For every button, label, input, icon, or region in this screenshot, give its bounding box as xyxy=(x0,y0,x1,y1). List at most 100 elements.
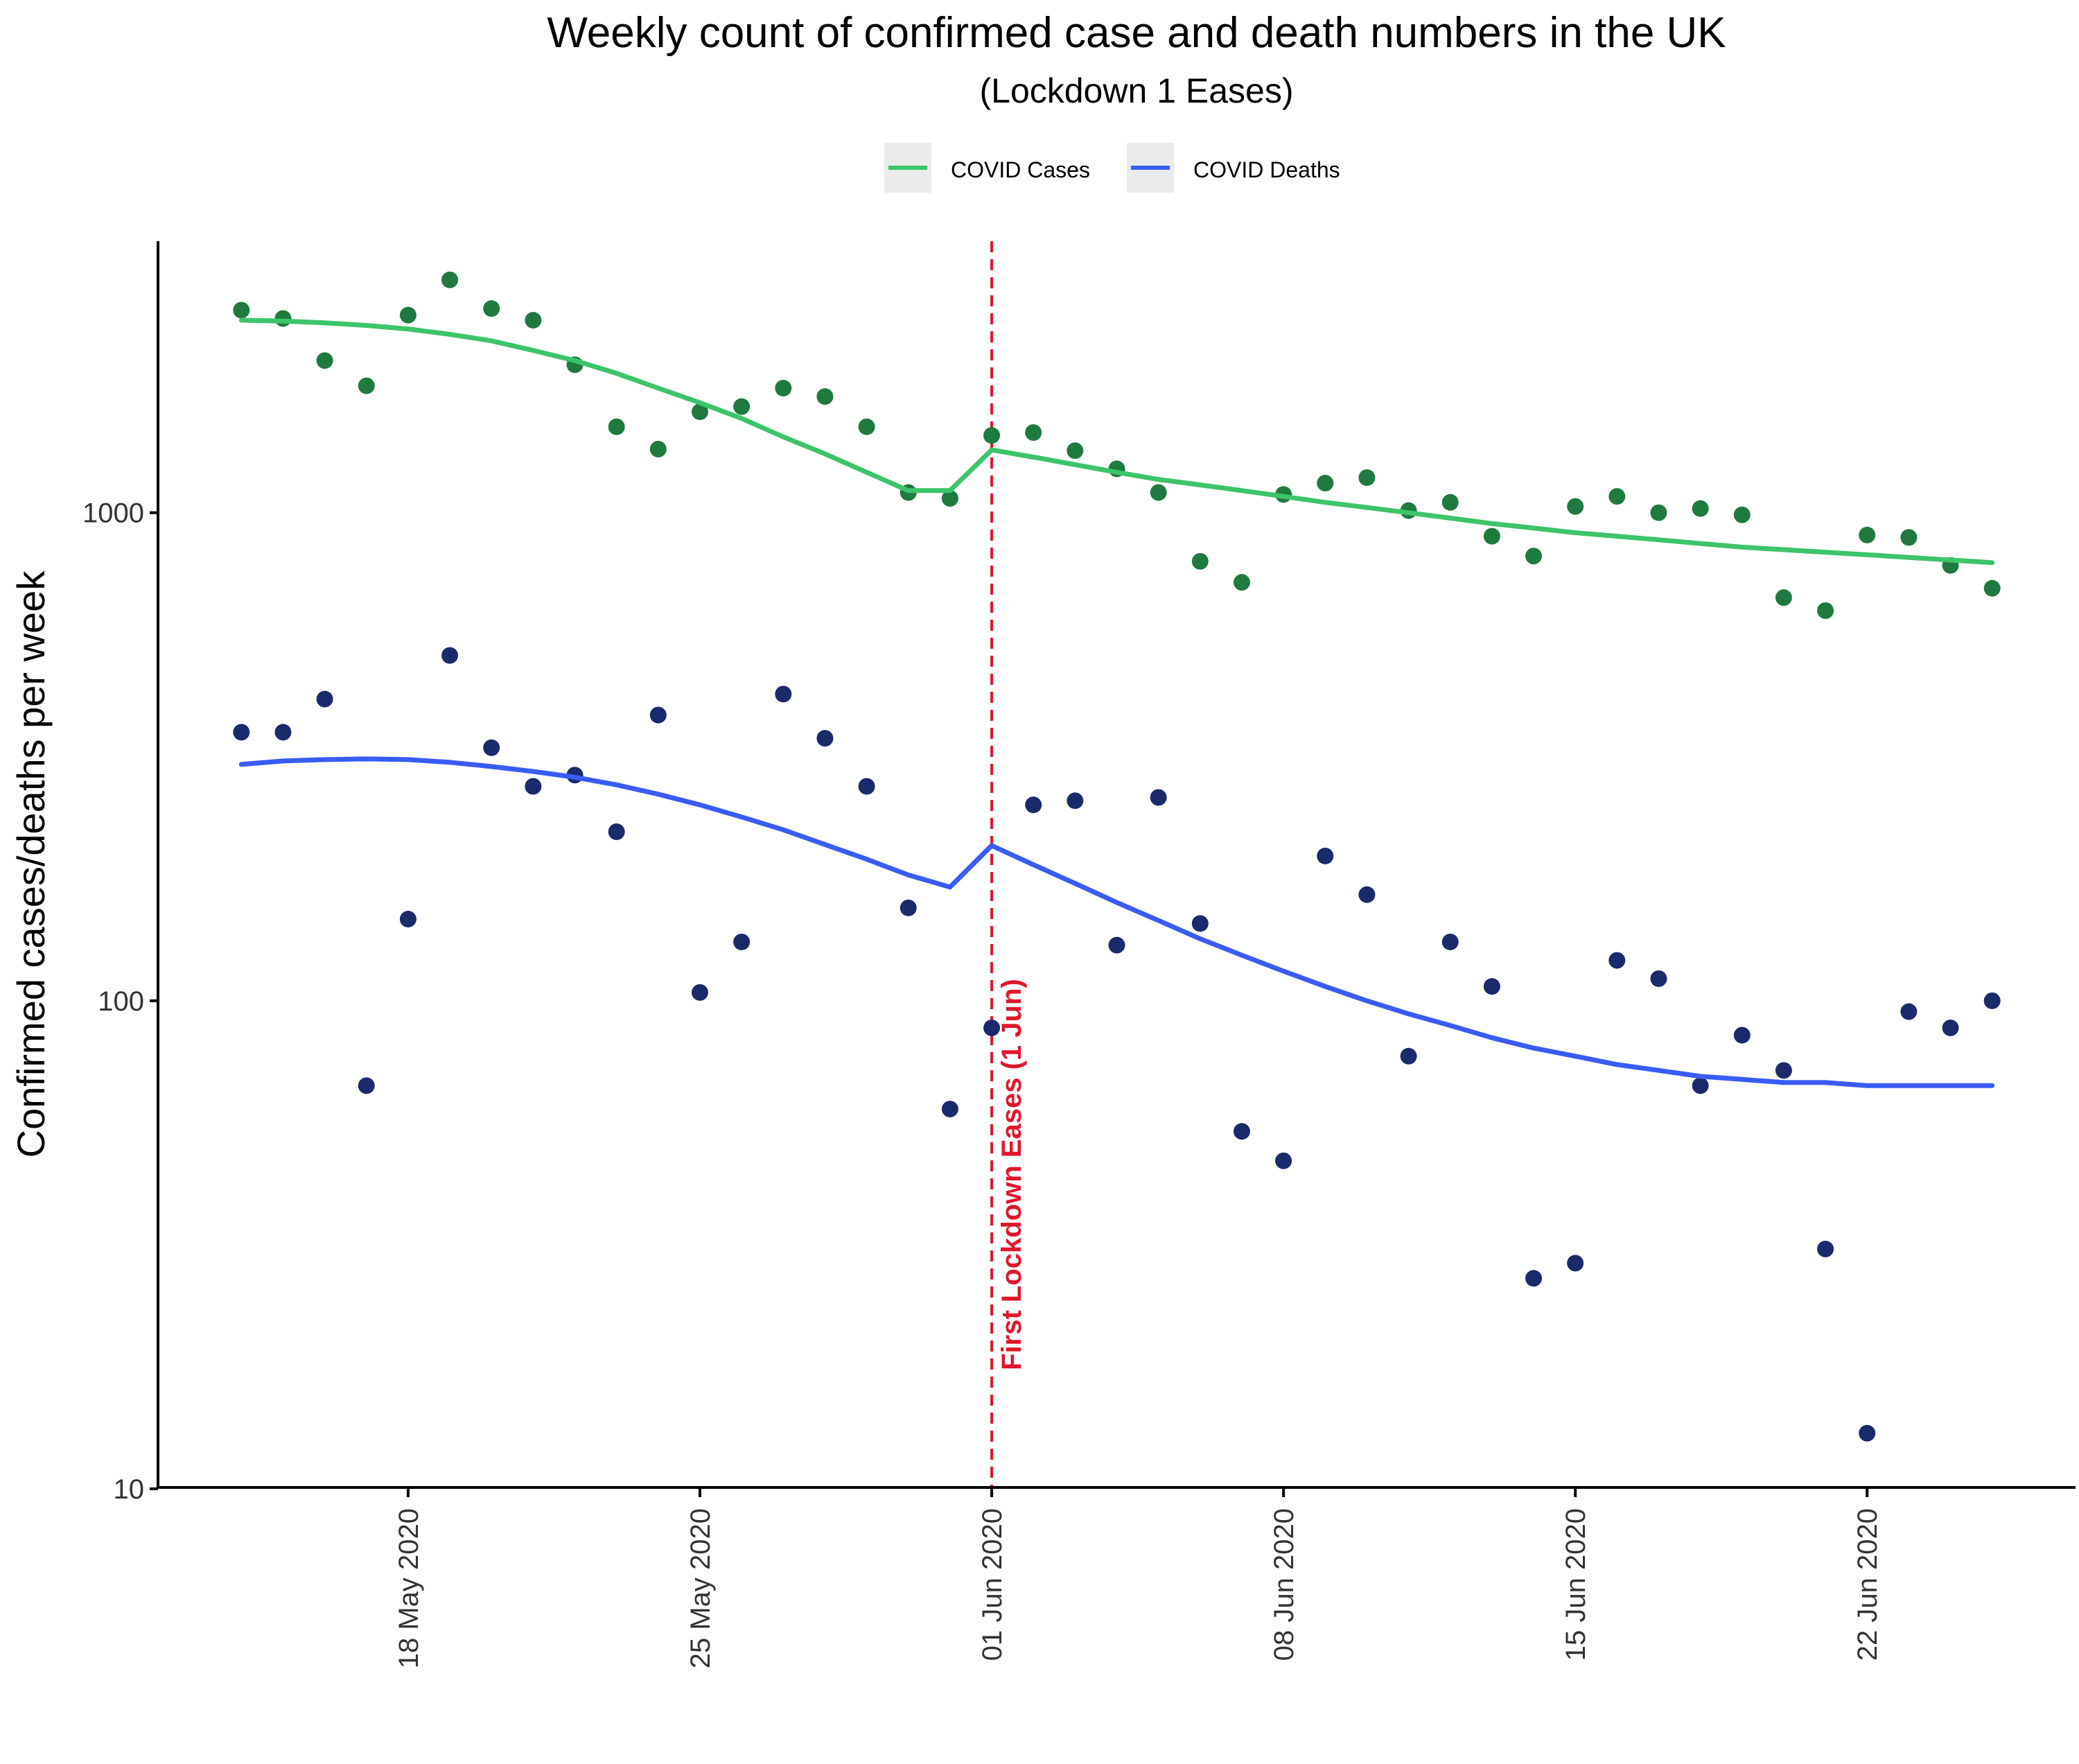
data-point-1-4 xyxy=(399,911,416,928)
x-tick-label-2: 01 Jun 2020 xyxy=(977,1508,1008,1661)
data-point-1-1 xyxy=(274,724,292,741)
legend: COVID Cases COVID Deaths xyxy=(884,143,1340,193)
data-point-0-26 xyxy=(1317,474,1334,491)
data-point-0-32 xyxy=(1567,498,1584,515)
series-line-covid-deaths-1 xyxy=(947,843,1995,1088)
data-point-1-0 xyxy=(233,724,250,741)
series-line-covid-deaths-0 xyxy=(238,756,953,890)
data-point-0-40 xyxy=(1900,529,1918,546)
data-point-1-40 xyxy=(1900,1003,1918,1020)
data-point-1-24 xyxy=(1233,1123,1250,1140)
data-point-1-39 xyxy=(1859,1424,1876,1442)
data-point-1-20 xyxy=(1067,792,1084,810)
data-point-1-17 xyxy=(941,1101,958,1118)
data-point-1-10 xyxy=(649,706,667,724)
data-point-1-9 xyxy=(608,823,625,840)
data-point-1-31 xyxy=(1525,1270,1543,1287)
data-point-0-2 xyxy=(316,352,333,369)
data-point-1-37 xyxy=(1775,1062,1792,1079)
data-point-1-12 xyxy=(733,933,751,950)
data-point-0-7 xyxy=(525,311,542,329)
y-tick-label-2: 1000 xyxy=(82,498,144,529)
data-point-0-37 xyxy=(1775,589,1792,606)
data-point-0-13 xyxy=(775,379,792,396)
data-point-0-23 xyxy=(1191,552,1209,570)
data-point-1-42 xyxy=(1983,992,2001,1009)
data-point-0-30 xyxy=(1483,527,1500,545)
data-point-0-38 xyxy=(1817,602,1834,620)
data-point-1-15 xyxy=(858,778,875,795)
data-point-0-11 xyxy=(691,403,708,421)
data-point-1-36 xyxy=(1733,1027,1751,1044)
data-point-1-13 xyxy=(775,685,792,703)
chart-title: Weekly count of confirmed case and death… xyxy=(547,9,1726,57)
data-point-0-1 xyxy=(274,310,292,327)
data-point-0-34 xyxy=(1650,504,1667,521)
data-point-0-6 xyxy=(483,300,500,317)
plot-area: First Lockdown Eases (1 Jun) xyxy=(233,241,2001,1489)
y-tick-label-0: 10 xyxy=(114,1474,145,1505)
data-point-1-23 xyxy=(1191,915,1209,932)
x-tick-label-3: 08 Jun 2020 xyxy=(1269,1508,1299,1661)
data-point-0-3 xyxy=(358,377,375,394)
data-point-1-27 xyxy=(1358,886,1376,903)
y-axis-title: Confirmed cases/deaths per week xyxy=(9,570,53,1158)
data-point-1-28 xyxy=(1400,1047,1417,1065)
data-point-1-35 xyxy=(1692,1077,1709,1094)
y-tick-label-1: 100 xyxy=(98,986,144,1017)
data-point-1-25 xyxy=(1275,1152,1292,1169)
data-point-1-30 xyxy=(1483,978,1500,995)
data-point-0-31 xyxy=(1525,548,1543,565)
data-point-1-6 xyxy=(483,739,500,756)
chart-subtitle: (Lockdown 1 Eases) xyxy=(979,71,1293,110)
legend-label-deaths: COVID Deaths xyxy=(1193,157,1340,182)
data-point-0-12 xyxy=(733,398,751,415)
data-point-0-29 xyxy=(1441,494,1459,511)
data-point-1-26 xyxy=(1317,847,1334,864)
data-point-1-41 xyxy=(1942,1019,1959,1036)
data-point-1-7 xyxy=(525,778,542,795)
data-point-0-4 xyxy=(399,306,416,324)
data-point-0-20 xyxy=(1067,442,1084,460)
x-axis-ticks: 18 May 2020 25 May 2020 01 Jun 2020 08 Jun … xyxy=(394,1487,1883,1668)
data-point-0-42 xyxy=(1983,579,2001,597)
annotation-label: First Lockdown Eases (1 Jun) xyxy=(997,979,1027,1370)
data-point-1-2 xyxy=(316,690,333,708)
x-tick-label-5: 22 Jun 2020 xyxy=(1852,1508,1883,1661)
data-point-0-36 xyxy=(1733,506,1751,523)
data-point-1-21 xyxy=(1108,936,1125,954)
data-point-1-22 xyxy=(1150,789,1167,806)
data-point-0-14 xyxy=(816,388,834,405)
data-point-1-34 xyxy=(1650,970,1667,987)
data-point-1-18 xyxy=(983,1019,1001,1036)
data-point-1-14 xyxy=(816,730,834,747)
data-point-0-35 xyxy=(1692,500,1709,517)
legend-label-cases: COVID Cases xyxy=(951,157,1090,182)
data-point-1-38 xyxy=(1817,1241,1834,1258)
data-point-0-22 xyxy=(1150,484,1167,501)
y-axis-ticks: 10 100 1000 xyxy=(82,498,158,1505)
x-tick-label-0: 18 May 2020 xyxy=(394,1508,424,1668)
data-point-0-10 xyxy=(649,440,667,457)
data-point-0-9 xyxy=(608,418,625,435)
data-point-1-5 xyxy=(441,647,459,664)
data-point-1-29 xyxy=(1441,933,1459,950)
x-tick-label-4: 15 Jun 2020 xyxy=(1561,1508,1591,1661)
data-point-0-17 xyxy=(941,490,958,507)
data-point-0-24 xyxy=(1233,574,1250,591)
series-line-covid-cases-0 xyxy=(238,317,953,494)
data-point-1-16 xyxy=(900,899,917,916)
data-point-1-3 xyxy=(358,1077,375,1094)
data-point-0-27 xyxy=(1358,469,1376,487)
data-point-1-33 xyxy=(1608,952,1626,969)
data-point-1-11 xyxy=(691,984,708,1001)
data-point-0-15 xyxy=(858,418,875,435)
data-point-0-0 xyxy=(233,302,250,319)
data-point-0-18 xyxy=(983,427,1001,444)
data-point-0-5 xyxy=(441,271,459,288)
series-line-covid-cases-1 xyxy=(947,447,1995,566)
data-point-0-19 xyxy=(1025,423,1042,441)
data-point-0-33 xyxy=(1608,488,1626,505)
